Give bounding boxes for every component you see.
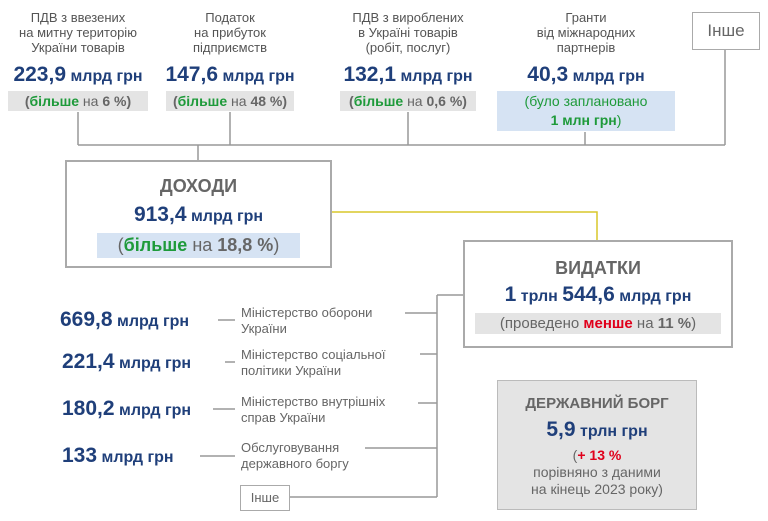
title: ДЕРЖАВНИЙ БОРГ: [525, 395, 669, 412]
note: (: [24, 93, 30, 109]
note: (було заплановано: [524, 93, 648, 109]
note: 18,8 %: [217, 235, 274, 255]
label: політики України: [241, 363, 342, 378]
note: (: [117, 235, 124, 255]
amount: 1: [504, 283, 517, 306]
note: більше: [123, 235, 188, 255]
label: від міжнародних: [536, 25, 636, 40]
note: на: [632, 315, 658, 332]
label: Обслуговування: [241, 440, 340, 455]
unit: трлн грн: [580, 423, 648, 440]
label: в Україні товарів: [358, 25, 458, 40]
note: 0,6 %: [426, 93, 463, 109]
label: Гранти: [565, 10, 607, 25]
note: ): [282, 93, 288, 109]
unit: млрд грн: [190, 208, 264, 225]
note: (: [172, 93, 178, 109]
label: підприємств: [193, 40, 267, 55]
expenses-box: ВИДАТКИ 1 трлн 544,6 млрд грн (проведено…: [463, 240, 733, 348]
amount: 221,4: [62, 350, 115, 373]
income-box: ДОХОДИ 913,4 млрд грн (більше на 18,8 %): [65, 160, 332, 268]
expense-label: Міністерство внутрішніх справ України: [241, 394, 385, 426]
other-box: Інше: [240, 485, 290, 511]
amount: 40,3: [527, 63, 569, 86]
note: ): [273, 235, 280, 255]
note: (: [572, 447, 578, 463]
note: (: [349, 93, 354, 109]
unit: млрд грн: [572, 68, 645, 85]
note: ): [691, 315, 697, 332]
title: ВИДАТКИ: [555, 258, 641, 278]
note: 6 %: [102, 93, 127, 109]
label: Міністерство внутрішніх: [241, 394, 386, 409]
amount: 913,4: [133, 203, 187, 226]
expense-label: Міністерство соціальної політики України: [241, 347, 385, 379]
label: Міністерство соціальної: [241, 347, 386, 362]
unit: млрд грн: [101, 449, 174, 466]
note: на: [187, 235, 218, 255]
label: ПДВ з ввезених: [30, 10, 126, 25]
amount: 133: [62, 444, 98, 467]
amount: 544,6: [562, 283, 615, 306]
other-box: Інше: [692, 12, 760, 50]
unit: млрд грн: [119, 355, 192, 372]
label: справ України: [241, 410, 326, 425]
label: України товарів: [31, 40, 125, 55]
amount: 132,1: [343, 63, 397, 86]
unit: млрд грн: [400, 68, 473, 85]
note: 11 %: [657, 315, 692, 332]
note: 48 %: [250, 93, 283, 109]
note: ): [126, 93, 132, 109]
unit: млрд грн: [70, 68, 143, 85]
unit: млрд грн: [117, 313, 190, 330]
label: державного боргу: [241, 456, 349, 471]
note: менше: [583, 315, 633, 332]
label: на прибуток: [194, 25, 266, 40]
label: України: [241, 321, 287, 336]
label: Міністерство оборони: [241, 305, 373, 320]
label: ПДВ з вироблених: [352, 10, 464, 25]
unit: млрд грн: [619, 288, 692, 305]
label: партнерів: [556, 40, 616, 55]
note: на: [403, 93, 427, 109]
amount: 5,9: [546, 418, 576, 441]
title: ДОХОДИ: [159, 176, 238, 196]
label: (робіт, послуг): [365, 40, 451, 55]
note: більше: [353, 93, 404, 109]
unit: млрд грн: [119, 402, 192, 419]
note: ): [616, 112, 622, 128]
expense-label: Міністерство оборони України: [241, 305, 372, 337]
note: на кінець 2023 року): [531, 481, 663, 497]
amount: 669,8: [60, 308, 113, 331]
label: на митну територію: [19, 25, 137, 40]
source: ПДВ з вироблених в Україні товарів (робіт,…: [334, 10, 482, 111]
amount: 147,6: [165, 63, 219, 86]
source: Гранти від міжнародних партнерів 40,3 млрд…: [497, 10, 675, 131]
note: більше: [29, 93, 80, 109]
source: Податок на прибуток підприємств 147,6 млрд…: [158, 10, 302, 111]
expense-label: Обслуговування державного боргу: [241, 440, 349, 472]
label: Податок: [205, 10, 255, 25]
note: на: [227, 93, 251, 109]
unit: млрд грн: [222, 68, 295, 85]
note: 1 млн грн: [550, 112, 617, 128]
note: ): [462, 93, 467, 109]
unit: трлн: [520, 288, 558, 305]
note: більше: [177, 93, 228, 109]
note: (проведено: [499, 315, 584, 332]
note: на: [79, 93, 103, 109]
debt-box: ДЕРЖАВНИЙ БОРГ 5,9 трлн грн (+ 13 % порів…: [497, 380, 697, 510]
source: ПДВ з ввезених на митну територію України …: [0, 10, 156, 111]
amount: 223,9: [13, 63, 67, 86]
note: порівняно з даними: [533, 464, 661, 480]
amount: 180,2: [62, 397, 115, 420]
note: + 13 %: [577, 447, 622, 463]
